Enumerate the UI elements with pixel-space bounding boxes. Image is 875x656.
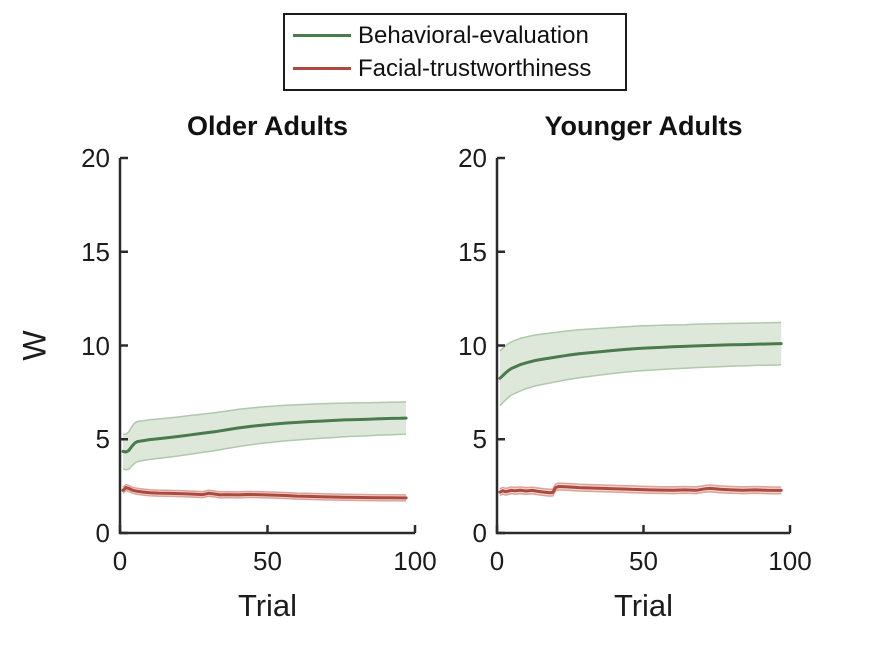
band-lower-edge-1-chart-1 — [499, 489, 782, 497]
band-lower-edge-0-chart-0 — [122, 433, 407, 471]
y-tick-label: 20 — [458, 143, 487, 173]
mean-line-0-chart-0 — [121, 416, 408, 454]
y-tick-label: 15 — [81, 236, 110, 267]
y-tick-label: 10 — [81, 330, 110, 361]
y-tick-label: 15 — [458, 236, 487, 267]
legend: Behavioral-evaluation Facial-trustworthi… — [283, 13, 627, 91]
mean-line-0-chart-1 — [498, 342, 783, 380]
x-axis-label-older: Trial — [237, 588, 298, 623]
legend-entry-behavioral: Behavioral-evaluation — [293, 20, 617, 51]
band-upper-edge-0-chart-1 — [499, 321, 782, 352]
band-upper-edge-0-chart-0 — [123, 401, 407, 435]
axes-spines-chart-0 — [118, 158, 415, 535]
x-tick-label: 0 — [489, 546, 505, 576]
legend-label: Behavioral-evaluation — [358, 21, 589, 49]
x-tick-label: 100 — [393, 546, 437, 576]
band-lower-edge-1-chart-0 — [122, 489, 407, 502]
x-tick-label: 50 — [629, 546, 658, 576]
confidence-band-0-chart-1 — [499, 322, 782, 406]
y-tick-label: 20 — [81, 143, 110, 173]
legend-line-swatch-green — [293, 34, 351, 37]
x-axis-label-younger: Trial — [613, 588, 674, 623]
subplot-title-younger: Younger Adults — [544, 111, 743, 141]
y-tick-label: 0 — [95, 518, 110, 548]
x-tick-label: 100 — [768, 546, 812, 576]
y-tick-label: 0 — [472, 518, 487, 548]
y-tick-label: 10 — [458, 330, 487, 361]
mean-line-1-chart-0 — [121, 486, 408, 500]
x-tick-label: 50 — [253, 546, 282, 576]
band-upper-edge-1-chart-1 — [499, 482, 782, 491]
legend-entry-facial: Facial-trustworthiness — [293, 53, 617, 84]
y-tick-label: 5 — [472, 424, 487, 455]
legend-line-swatch-red — [293, 67, 351, 70]
band-lower-edge-0-chart-1 — [499, 364, 782, 407]
x-tick-label: 0 — [112, 546, 128, 576]
y-axis-label: W — [16, 330, 53, 361]
subplot-title-older: Older Adults — [186, 111, 348, 141]
mean-line-1-chart-1 — [498, 485, 783, 495]
legend-label: Facial-trustworthiness — [358, 54, 592, 82]
band-upper-edge-1-chart-0 — [122, 483, 407, 496]
y-tick-label: 5 — [95, 424, 110, 455]
